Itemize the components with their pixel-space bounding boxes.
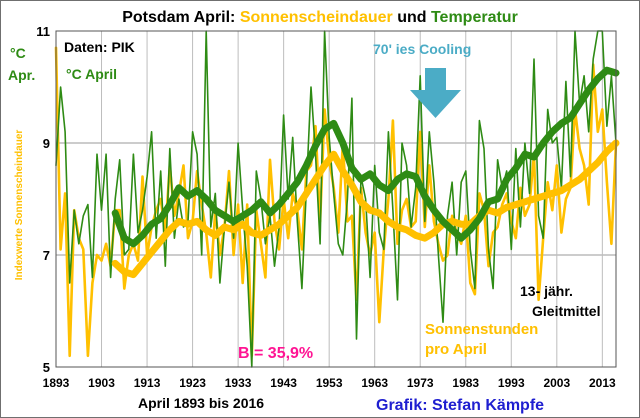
x-tick-label-10: 1993 [498,376,525,390]
smooth-annotation-line-2: Gleitmittel [532,303,600,319]
credit-label: Grafik: Stefan Kämpfe [376,397,544,414]
source-label: Daten: PIK [64,39,135,55]
series-layer [54,30,620,368]
y-tick-label-1: 7 [43,248,50,263]
x-tick-label-4: 1933 [225,376,252,390]
y-axis-ticks: 5 7 9 11 [36,24,50,375]
correlation-annotation: B = 35,9% [238,345,313,362]
x-axis-ticks: 1893 1903 1913 1923 1933 1943 1953 1963 1973 1983… [43,376,616,390]
y-unit-label-2: Apr. [8,67,35,83]
title-prefix: Potsdam April: [122,9,240,26]
x-tick-label-11: 2003 [543,376,570,390]
sun-axis-label: Indexwerte Sonnenscheindauer [14,130,25,281]
sunshine-annotation-line-2: pro April [425,341,487,358]
x-tick-label-1: 1903 [88,376,115,390]
title-middle: und [393,9,431,26]
x-tick-label-9: 1983 [452,376,479,390]
title-sunshine: Sonnenscheindauer [240,9,393,26]
plot-frame [55,30,617,368]
x-tick-label-2: 1913 [134,376,161,390]
x-tick-label-6: 1953 [316,376,343,390]
chart-title: Potsdam April: Sonnenscheindauer und Tem… [122,9,518,26]
x-tick-label-8: 1973 [407,376,434,390]
smooth-annotation-line-1: 13- jähr. [520,283,573,299]
title-temperature: Temperatur [431,9,518,26]
x-tick-label-12: 2013 [589,376,616,390]
y-tick-label-0: 5 [43,360,50,375]
y-unit-label-1: °C [10,45,26,61]
sunshine-annotation-line-1: Sonnenstunden [425,321,538,338]
x-axis-label: April 1893 bis 2016 [138,395,264,411]
series-line-3 [111,139,620,279]
series-line-2 [111,66,620,248]
cooling-arrow-icon [410,68,461,118]
x-tick-label-5: 1943 [270,376,297,390]
y-tick-label-3: 11 [36,24,50,39]
x-tick-label-7: 1963 [361,376,388,390]
cooling-annotation: 70' ies Cooling [373,41,471,57]
y-tick-label-2: 9 [43,136,50,151]
series-line-0 [55,30,617,368]
x-tick-label-0: 1893 [43,376,70,390]
x-tick-label-3: 1923 [179,376,206,390]
temperature-legend: °C April [66,66,117,82]
